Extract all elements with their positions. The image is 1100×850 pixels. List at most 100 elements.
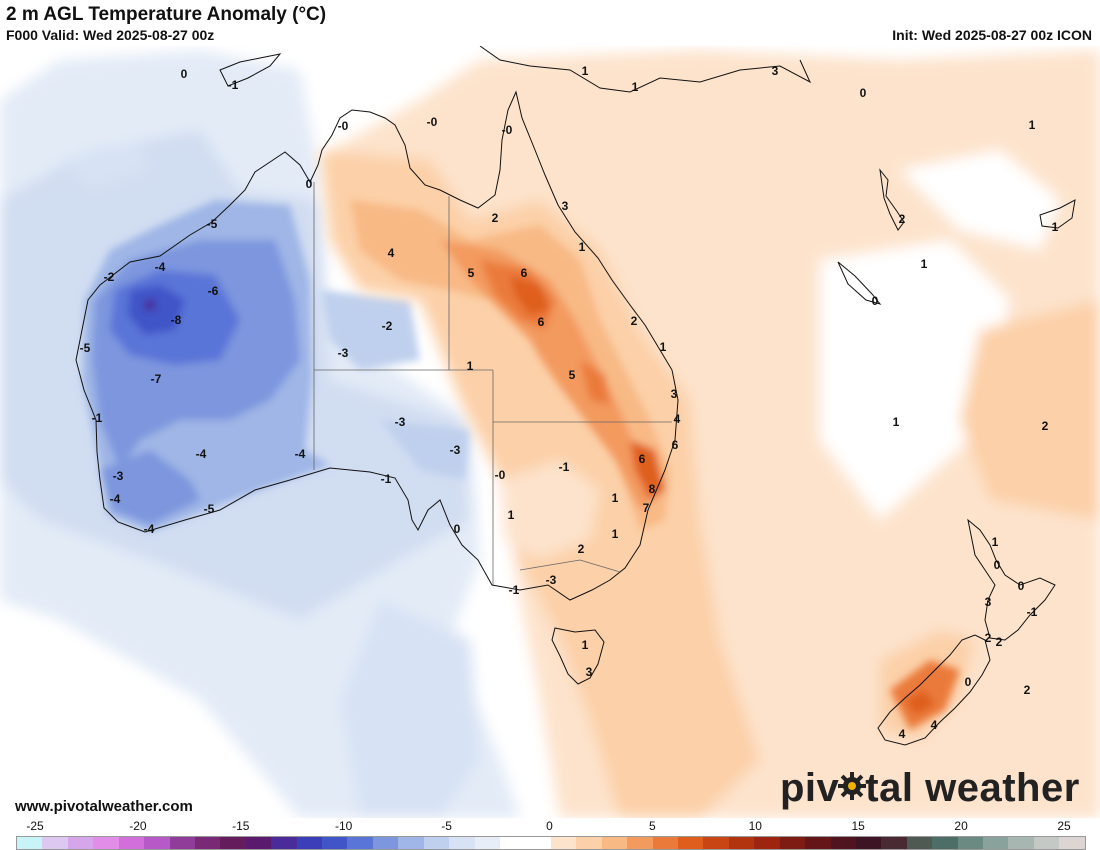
scale-swatch — [932, 837, 958, 849]
scale-tick-label: 10 — [748, 819, 762, 833]
anomaly-label: 1 — [612, 527, 619, 541]
anomaly-label: -4 — [144, 522, 155, 536]
anomaly-label: -1 — [1027, 605, 1038, 619]
anomaly-label: 1 — [921, 257, 928, 271]
anomaly-label: -1 — [509, 583, 520, 597]
scale-swatch — [906, 837, 933, 849]
anomaly-label: 1 — [632, 80, 639, 94]
scale-swatch — [652, 837, 678, 849]
anomaly-label: 7 — [643, 501, 650, 515]
state-borders — [313, 182, 672, 585]
anomaly-label: 1 — [992, 535, 999, 549]
scale-swatch — [754, 837, 780, 849]
coastlines — [75, 46, 1076, 746]
anomaly-label: 0 — [872, 294, 879, 308]
scale-swatch — [1033, 837, 1060, 849]
scale-swatch — [805, 837, 831, 849]
anomaly-label: 3 — [586, 665, 593, 679]
anomaly-label: -1 — [559, 460, 570, 474]
scale-tick-label: -25 — [26, 819, 44, 833]
scale-tick-label: -5 — [441, 819, 452, 833]
anomaly-label: -0 — [502, 123, 513, 137]
anomaly-label: 1 — [660, 340, 667, 354]
scale-swatch — [398, 837, 424, 849]
anomaly-label: 3 — [671, 387, 678, 401]
anomaly-label: -3 — [338, 346, 349, 360]
anomaly-label: -5 — [207, 217, 218, 231]
anomaly-label: 1 — [893, 415, 900, 429]
anomaly-label: 0 — [181, 67, 188, 81]
header: 2 m AGL Temperature Anomaly (°C) F000 Va… — [0, 0, 1100, 46]
vanuatu-coast — [879, 168, 905, 231]
scale-tick-label: 15 — [851, 819, 865, 833]
tasmania-coast — [551, 627, 605, 685]
scale-swatch — [17, 837, 43, 849]
scale-tick-label: 5 — [649, 819, 656, 833]
anomaly-label: 0 — [1018, 579, 1025, 593]
anomaly-label: 6 — [521, 266, 528, 280]
cold-anomaly-core — [82, 200, 470, 532]
scale-swatch — [220, 837, 246, 849]
anomaly-label: 1 — [1029, 118, 1036, 132]
anomaly-label: -6 — [208, 284, 219, 298]
anomaly-label: -5 — [204, 502, 215, 516]
anomaly-label: 1 — [1052, 220, 1059, 234]
anomaly-label: 6 — [672, 438, 679, 452]
scale-swatch — [271, 837, 297, 849]
nz-north-island — [967, 518, 1056, 641]
anomaly-label: 3 — [985, 595, 992, 609]
anomaly-label: 4 — [674, 412, 681, 426]
scale-swatch — [42, 837, 68, 849]
brand-text-right: tal weather — [865, 766, 1080, 810]
anomaly-label: 1 — [508, 508, 515, 522]
brand-text-left: piv — [780, 766, 840, 810]
scale-tick-label: -15 — [232, 819, 250, 833]
scale-swatch — [830, 837, 856, 849]
scale-swatch — [576, 837, 602, 849]
anomaly-label: 0 — [994, 558, 1001, 572]
anomaly-label: 2 — [1024, 683, 1031, 697]
anomaly-label: 2 — [1042, 419, 1049, 433]
anomaly-label: 0 — [306, 177, 313, 191]
scale-tick-label: -20 — [129, 819, 147, 833]
scale-swatch — [322, 837, 348, 849]
nz-south-island — [877, 634, 991, 746]
scale-swatch — [525, 837, 551, 849]
map-title: 2 m AGL Temperature Anomaly (°C) — [6, 4, 327, 25]
scale-swatch — [118, 837, 145, 849]
anomaly-map: 0 -1 1 1 3 0 -0 -0 -0 1 0 3 2 -5 2 1 4 1 5 6 1 -4 -2 -6 0 -8 6 2 -2-… — [0, 46, 1100, 818]
valid-time: F000 Valid: Wed 2025-08-27 00z — [6, 27, 215, 43]
init-time: Init: Wed 2025-08-27 00z ICON — [892, 27, 1092, 43]
anomaly-label: 6 — [538, 315, 545, 329]
scale-swatch — [67, 837, 94, 849]
anomaly-label: 3 — [772, 64, 779, 78]
scale-swatch — [194, 837, 221, 849]
scale-tick-label: 20 — [954, 819, 968, 833]
scale-swatch — [245, 837, 272, 849]
gear-icon — [838, 772, 867, 801]
anomaly-label: 2 — [492, 211, 499, 225]
australia-coast — [75, 90, 679, 601]
scale-swatch — [144, 837, 170, 849]
scale-swatch — [983, 837, 1009, 849]
hot-anomaly-core — [350, 200, 960, 730]
anomaly-label: 1 — [582, 64, 589, 78]
anomaly-label: -7 — [151, 372, 162, 386]
anomaly-label: -0 — [495, 468, 506, 482]
anomaly-label: -4 — [110, 492, 121, 506]
anomaly-label: -2 — [104, 270, 115, 284]
anomaly-label: 5 — [468, 266, 475, 280]
new-caledonia-coast — [837, 261, 882, 305]
anomaly-label: 0 — [454, 522, 461, 536]
anomaly-label: -0 — [338, 119, 349, 133]
new-guinea-coast — [479, 46, 812, 93]
anomaly-label: -3 — [450, 443, 461, 457]
scale-swatch — [169, 837, 195, 849]
scale-tick-label: 0 — [546, 819, 553, 833]
scale-swatch — [500, 837, 526, 849]
scale-swatch — [779, 837, 806, 849]
anomaly-label: -0 — [427, 115, 438, 129]
anomaly-label: 4 — [388, 246, 395, 260]
timor-coast — [219, 53, 282, 87]
